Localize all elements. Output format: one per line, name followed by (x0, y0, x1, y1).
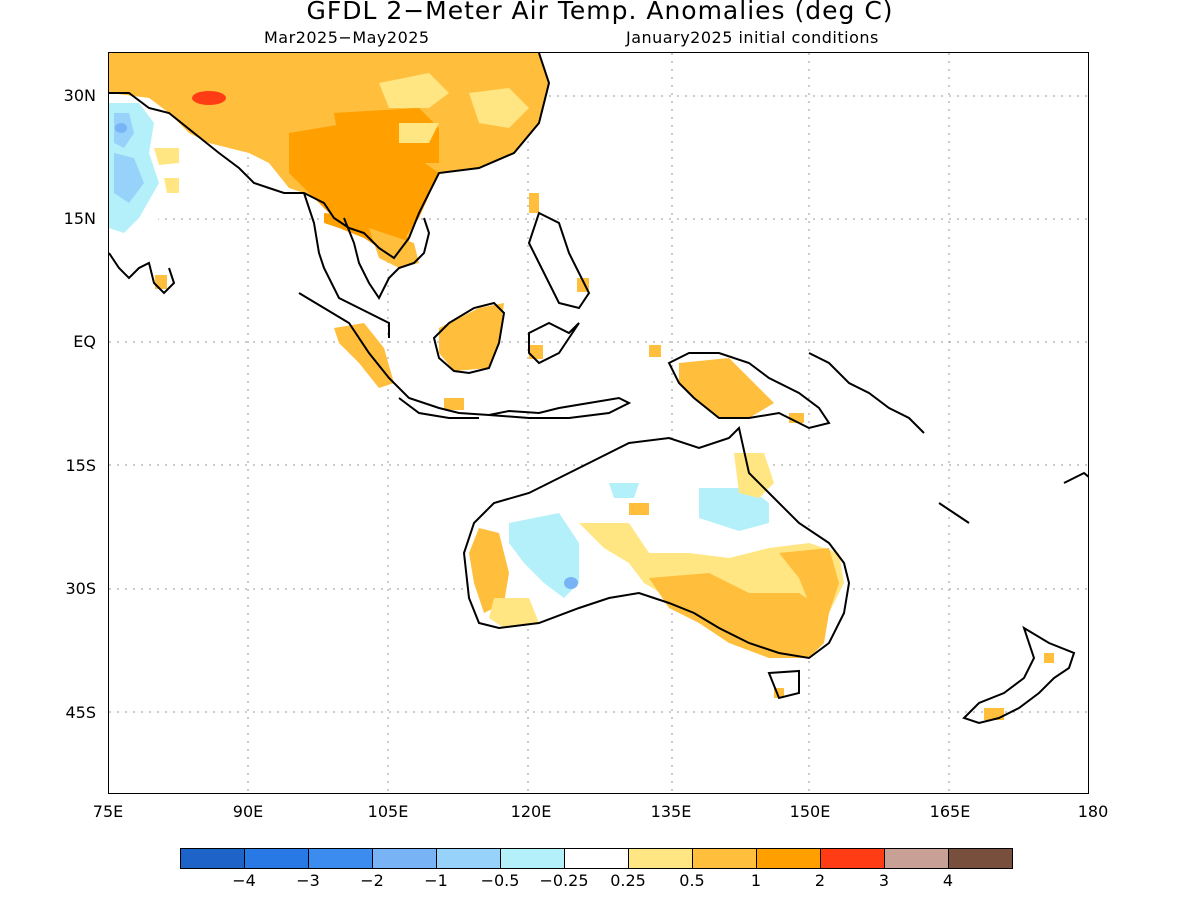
lat-label-eq: EQ (73, 332, 96, 351)
color-bar-label: −0.5 (480, 871, 520, 890)
map-title: GFDL 2−Meter Air Temp. Anomalies (deg C) (306, 0, 894, 25)
color-bar-box (820, 848, 884, 869)
forecast-period: Mar2025−May2025 (264, 28, 430, 47)
lon-label-180: 180 (1077, 802, 1109, 821)
lat-label-15s: 15S (65, 456, 96, 475)
color-bar-box (308, 848, 372, 869)
color-bar-box (500, 848, 564, 869)
australia-anomaly-fill (464, 438, 849, 698)
lat-label-30s: 30S (65, 579, 96, 598)
map-canvas (109, 53, 1088, 793)
lat-label-45s: 45S (65, 703, 96, 722)
color-bar-label: −4 (232, 871, 256, 890)
asia-anomaly-fill (109, 53, 589, 292)
lon-label-135e: 135E (650, 802, 692, 821)
color-bar-box (948, 848, 1013, 869)
lon-label-75e: 75E (92, 802, 124, 821)
color-bar-label: 0.25 (610, 871, 646, 890)
graticule (109, 53, 1088, 793)
color-bar-box (756, 848, 820, 869)
color-bar-box (180, 848, 244, 869)
nz-anomaly-fill (984, 653, 1054, 720)
color-bar (180, 848, 1013, 869)
color-bar-box (244, 848, 308, 869)
lon-label-165e: 165E (929, 802, 971, 821)
color-bar-box (564, 848, 628, 869)
lon-label-120e: 120E (510, 802, 552, 821)
color-bar-box (372, 848, 436, 869)
color-bar-label: 3 (878, 871, 890, 890)
lat-label-30n: 30N (63, 86, 96, 105)
color-bar-label: 0.5 (679, 871, 705, 890)
color-bar-label: 4 (942, 871, 954, 890)
lon-label-150e: 150E (789, 802, 831, 821)
color-bar-label: 1 (750, 871, 762, 890)
color-bar-box (884, 848, 948, 869)
color-bar-label: −3 (296, 871, 320, 890)
initial-conditions: January2025 initial conditions (626, 28, 879, 47)
color-bar-label: 2 (814, 871, 826, 890)
color-bar-label: −0.25 (539, 871, 589, 890)
color-bar-box (628, 848, 692, 869)
lon-label-105e: 105E (367, 802, 409, 821)
coastlines (109, 53, 1088, 725)
anomaly-map (108, 52, 1089, 794)
lat-label-15n: 15N (63, 209, 96, 228)
lon-label-90e: 90E (232, 802, 264, 821)
maritime-anomaly-fill (334, 303, 804, 423)
color-bar-box (692, 848, 756, 869)
color-bar-label: −2 (360, 871, 384, 890)
color-bar-label: −1 (424, 871, 448, 890)
color-bar-box (436, 848, 500, 869)
